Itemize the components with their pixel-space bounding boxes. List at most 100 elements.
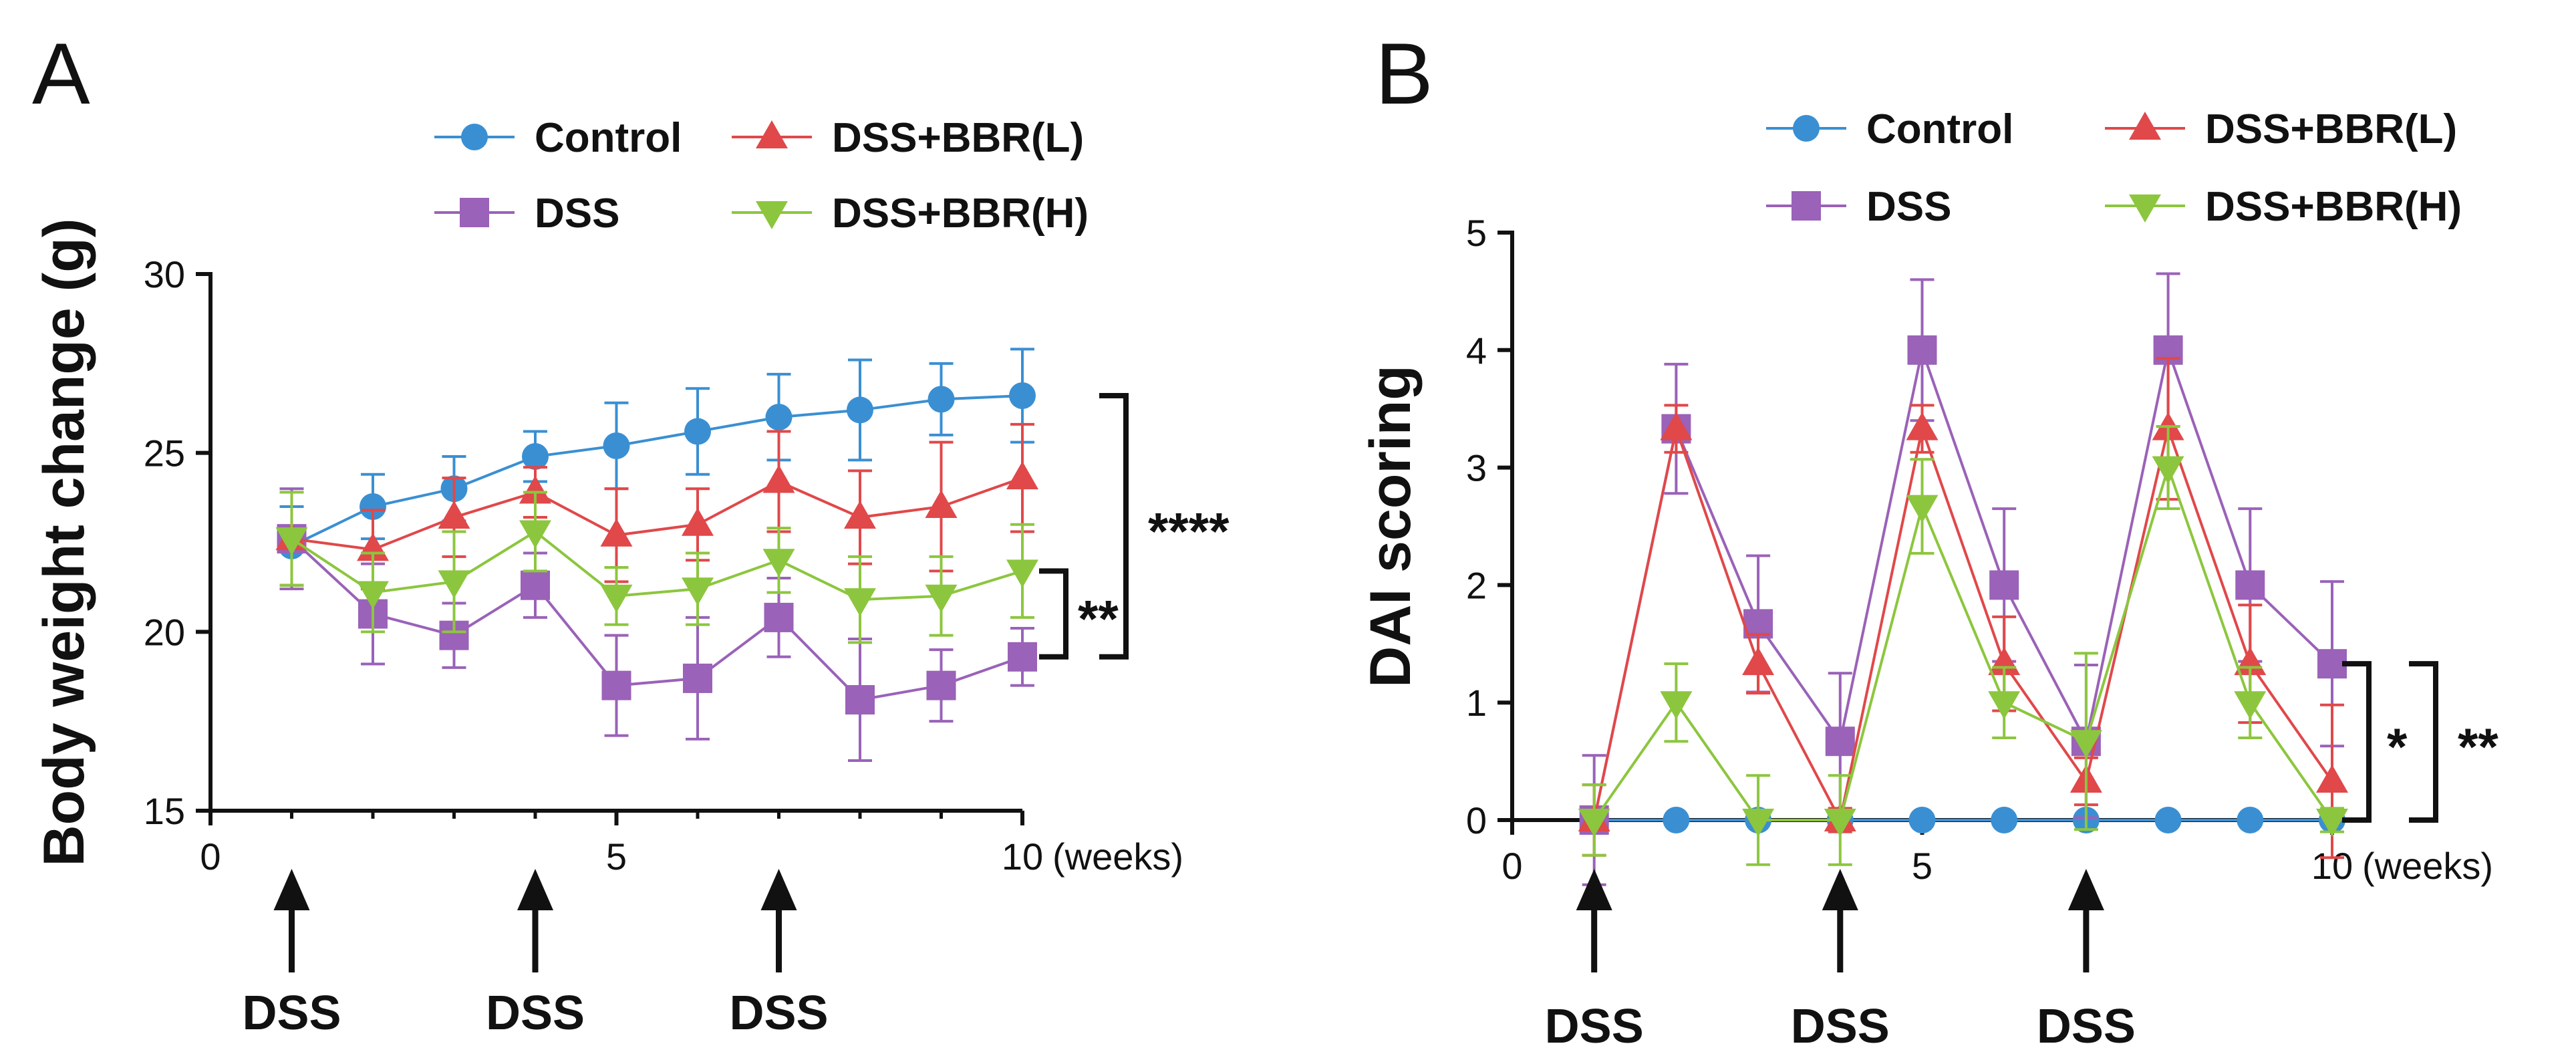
dss-arrow-label: DSS: [486, 986, 585, 1040]
data-point: [1578, 809, 1610, 837]
legend-item-control: Control: [434, 115, 682, 161]
x-tick-label: 0: [200, 835, 221, 878]
y-tick-label: 25: [144, 432, 185, 475]
x-tick-label: 5: [606, 835, 627, 878]
series-dss-bbr-h: [1578, 425, 2348, 866]
y-tick-label: 2: [1466, 564, 1487, 606]
data-point: [1908, 807, 1936, 833]
series-dss-bbr-h: [275, 491, 1038, 644]
significance-brackets: * **: [2342, 661, 2498, 823]
data-point: [682, 577, 714, 606]
legend-marker: [1793, 115, 1820, 142]
data-point: [926, 670, 956, 700]
data-point: [275, 527, 308, 556]
legend-marker: [2129, 194, 2161, 223]
panel-label: A: [32, 25, 90, 122]
data-point: [603, 432, 630, 459]
data-point: [360, 493, 386, 520]
legend-label: Control: [1866, 106, 2013, 152]
series-line: [1592, 345, 2333, 821]
significance-bracket: [1099, 393, 1129, 660]
significance-brackets: ******: [1039, 393, 1230, 660]
dss-arrow-label: DSS: [242, 986, 341, 1040]
legend-label: DSS+BBR(L): [832, 115, 1084, 161]
significance-label: **: [1078, 589, 1119, 648]
data-point: [519, 520, 551, 549]
data-point: [2317, 649, 2347, 679]
dss-arrows: DSS DSS DSS: [242, 869, 829, 1040]
x-tick-label: 0: [1501, 845, 1522, 887]
legend-label: DSS+BBR(H): [2205, 184, 2462, 230]
data-point: [1906, 412, 1939, 440]
data-point: [1660, 691, 1693, 720]
x-tick-label: 5: [1912, 845, 1933, 887]
data-point: [1907, 335, 1937, 365]
legend-label: DSS+BBR(L): [2205, 106, 2457, 152]
dss-arrow-label: DSS: [2037, 1000, 2136, 1053]
legend: Control DSS DSS+BBR(L) DSS+BBR(H): [434, 115, 1089, 237]
legend-item-dss-bbr-l: DSS+BBR(L): [2105, 106, 2457, 152]
x-tick-label: 10: [1002, 835, 1043, 878]
data-point: [357, 581, 389, 610]
data-point: [844, 501, 876, 529]
y-tick-label: 30: [144, 253, 185, 295]
data-point: [1824, 809, 1856, 837]
data-point: [1663, 807, 1690, 833]
data-point: [2316, 809, 2348, 837]
significance-bracket: [1039, 568, 1068, 660]
dss-arrow-head: [760, 869, 797, 910]
data-point: [683, 663, 712, 693]
legend-label: DSS: [535, 190, 619, 237]
data-point: [2235, 570, 2265, 600]
y-tick-label: 1: [1466, 682, 1487, 724]
data-point: [1006, 559, 1038, 588]
panel-label: B: [1375, 25, 1433, 122]
data-point: [1006, 461, 1038, 490]
data-point: [927, 386, 955, 413]
legend-item-dss: DSS: [1766, 184, 1951, 230]
series-line: [291, 477, 1023, 551]
legend-marker: [460, 198, 489, 227]
data-point: [845, 685, 875, 715]
data-point: [925, 584, 958, 613]
data-point: [925, 489, 958, 518]
significance-label: ****: [1148, 501, 1230, 560]
data-point: [2069, 730, 2102, 759]
legend-marker: [2129, 112, 2161, 140]
y-tick-label: 5: [1466, 212, 1487, 254]
x-unit-label: (weeks): [2362, 845, 2493, 887]
dss-arrow-head: [1576, 869, 1612, 910]
legend: Control DSS DSS+BBR(L) DSS+BBR(H): [1766, 106, 2462, 230]
legend-marker: [1792, 191, 1821, 221]
dss-arrow-label: DSS: [1791, 1000, 1890, 1053]
data-point: [765, 404, 793, 431]
data-point: [764, 602, 794, 632]
significance-label: **: [2458, 717, 2498, 776]
series-line: [291, 530, 1023, 602]
legend-item-dss-bbr-h: DSS+BBR(H): [2105, 184, 2462, 230]
data-point: [521, 570, 550, 600]
dss-arrow-head: [1822, 869, 1858, 910]
legend-item-dss: DSS: [434, 190, 619, 237]
dss-arrows: DSS DSS DSS: [1545, 869, 2136, 1053]
series-dss: [1579, 272, 2347, 886]
data-point: [1989, 570, 2019, 600]
legend-item-dss-bbr-h: DSS+BBR(H): [732, 190, 1089, 237]
data-point: [684, 418, 711, 445]
data-point: [2237, 807, 2264, 833]
series-dss: [277, 487, 1037, 763]
data-point: [682, 507, 714, 536]
significance-bracket: [2342, 661, 2372, 823]
series-line: [291, 537, 1023, 702]
y-tick-label: 20: [144, 611, 185, 653]
data-point: [2316, 764, 2348, 793]
data-point: [1660, 412, 1693, 440]
data-point: [2154, 807, 2182, 833]
y-axis-label: DAI scoring: [1358, 365, 1423, 688]
legend-label: DSS: [1866, 184, 1951, 230]
data-point: [438, 501, 470, 529]
legend-item-control: Control: [1766, 106, 2013, 152]
legend-marker: [756, 201, 788, 229]
data-point: [844, 588, 876, 617]
